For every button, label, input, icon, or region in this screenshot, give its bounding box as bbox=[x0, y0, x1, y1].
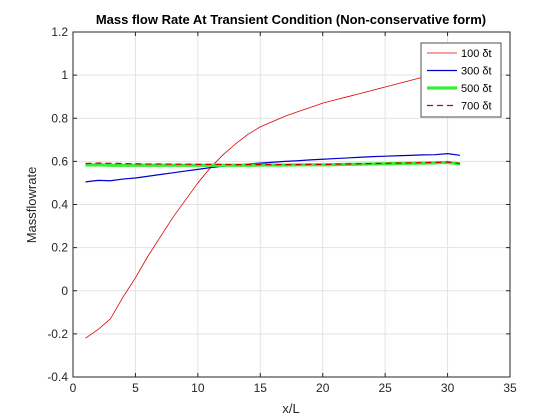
y-tick-label: 0 bbox=[61, 284, 68, 298]
ticks: 0 5 10 15 20 25 30 35 -0.4 -0.2 0 0.2 0.4 0.6 0.8 1 1.2 bbox=[47, 25, 517, 395]
y-tick-label: -0.4 bbox=[47, 370, 68, 384]
legend-label-4: 700 δt bbox=[461, 101, 492, 113]
x-axis-label: x/L bbox=[282, 401, 299, 416]
series-layer bbox=[85, 67, 461, 339]
series-line-2 bbox=[85, 153, 461, 183]
legend-label-1: 100 δt bbox=[461, 48, 492, 60]
legend-label-2: 300 δt bbox=[461, 66, 492, 78]
y-tick-label: 0.6 bbox=[51, 154, 68, 168]
x-tick-label: 15 bbox=[254, 381, 268, 395]
legend-label-3: 500 δt bbox=[461, 83, 492, 95]
y-tick-label: -0.2 bbox=[47, 327, 68, 341]
chart-title: Mass flow Rate At Transient Condition (N… bbox=[96, 12, 486, 27]
legend: 100 δt 300 δt 500 δt 700 δt bbox=[420, 42, 502, 118]
x-tick-label: 10 bbox=[191, 381, 205, 395]
y-tick-label: 0.8 bbox=[51, 111, 68, 125]
y-tick-label: 0.4 bbox=[51, 198, 68, 212]
y-tick-label: 0.2 bbox=[51, 241, 68, 255]
series-line-1 bbox=[85, 67, 461, 339]
x-tick-label: 35 bbox=[503, 381, 517, 395]
y-tick-label: 1.2 bbox=[51, 25, 68, 39]
y-axis-label: Massflowrate bbox=[24, 167, 39, 244]
y-tick-label: 1 bbox=[61, 68, 68, 82]
x-tick-label: 5 bbox=[132, 381, 139, 395]
x-tick-label: 25 bbox=[378, 381, 392, 395]
x-tick-label: 20 bbox=[316, 381, 330, 395]
x-tick-label: 0 bbox=[70, 381, 77, 395]
legend-box bbox=[420, 42, 502, 118]
x-tick-label: 30 bbox=[441, 381, 455, 395]
series-line-4 bbox=[85, 161, 461, 166]
